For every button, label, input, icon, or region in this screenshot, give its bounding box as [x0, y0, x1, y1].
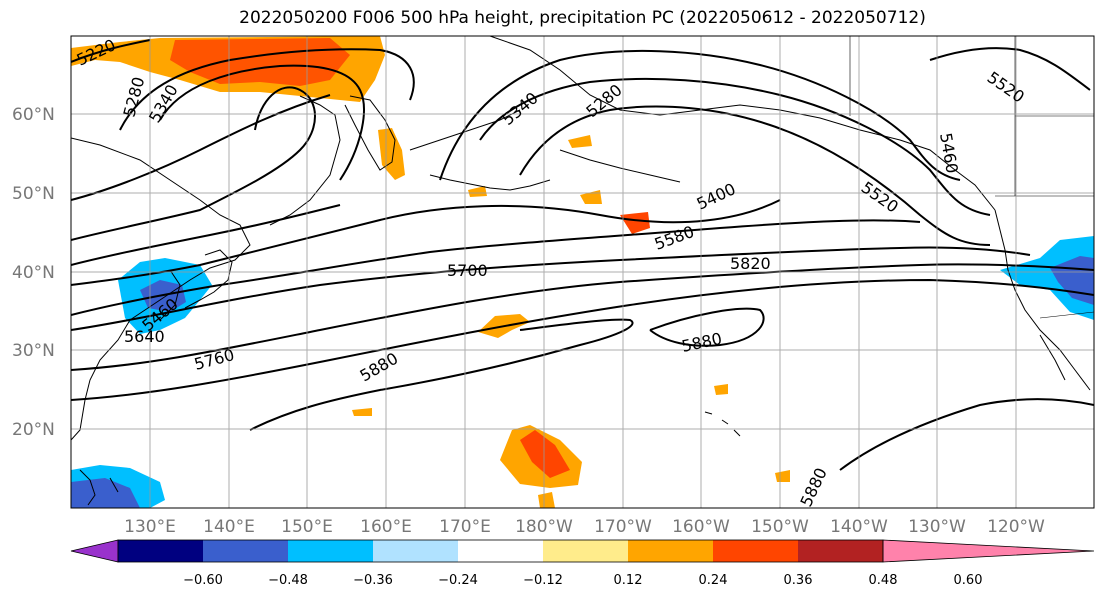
contour-5820 [71, 278, 1094, 401]
coastline-okhotsk [269, 95, 341, 226]
contour-5280 [119, 48, 415, 131]
coastline-philippines [79, 469, 119, 506]
colorbar-tick-label: −0.60 [183, 573, 223, 588]
lon-label: 160°E [360, 517, 412, 537]
contour-ridge-alaska-2 [519, 105, 991, 246]
lon-label: 150°W [751, 517, 809, 537]
borders [849, 36, 1094, 319]
contour-5340 [159, 64, 365, 181]
contour-5880-c [839, 398, 1094, 471]
border-canada-internal [1014, 36, 1094, 196]
coastline-bering [409, 109, 521, 151]
colorbar-bin [373, 540, 458, 562]
contour-ridge-alaska [479, 77, 991, 216]
coastline-alaska-pen [559, 149, 681, 183]
contour-5400 [71, 94, 331, 201]
colorbar-tick-label: −0.36 [353, 573, 393, 588]
coastline-asia-east [71, 137, 251, 441]
colorbar-bin [628, 540, 713, 562]
colorbar-tick-label: 0.36 [784, 573, 813, 588]
precip-area-hawaii-3 [352, 408, 372, 416]
precip-area-tropical-core [520, 430, 570, 478]
precip-area-south-1 [538, 492, 555, 508]
contour-ridge-alaska-3 [439, 49, 961, 181]
lon-label: 170°E [439, 517, 491, 537]
colorbar-bin [288, 540, 373, 562]
colorbar-bin [713, 540, 798, 562]
contour-5880-b [649, 307, 765, 347]
gridlines [71, 36, 1094, 508]
lat-label-30n: 30°N [12, 341, 55, 361]
lat-label-50n: 50°N [12, 184, 55, 204]
contour-label: 5700 [447, 261, 488, 280]
colorbar-bin [118, 540, 203, 562]
contour-label: 5640 [124, 327, 165, 346]
contour-5220 [71, 39, 151, 63]
lat-label-60n: 60°N [12, 105, 55, 125]
lon-label: 130°W [908, 517, 966, 537]
coastlines [71, 36, 1091, 506]
contour-label: 5820 [730, 254, 771, 273]
contour-5640 [71, 219, 921, 316]
coastline-na-west [994, 209, 1091, 391]
colorbar-tick-label: 0.60 [954, 573, 983, 588]
map-title: 2022050200 F006 500 hPa height, precipit… [239, 8, 926, 28]
map-border [70, 35, 1095, 509]
contour-5520 [71, 204, 341, 266]
coastline-alaska [489, 36, 996, 211]
lon-label: 180°W [515, 517, 573, 537]
coastline-japan [184, 249, 233, 309]
coastline-hawaii [704, 411, 741, 437]
colorbar-bin [203, 540, 288, 562]
contour-east-5520 [929, 47, 1091, 91]
colorbar-bin [458, 540, 543, 562]
precip-area-philippines-core [71, 478, 140, 508]
colorbar-tick-label: −0.24 [438, 573, 478, 588]
colorbar-extend-high [882, 539, 1095, 563]
coastline-baja [1039, 334, 1066, 381]
colorbar-outline [117, 539, 884, 563]
longitude-labels: 130°E 140°E 150°E 160°E 170°E 180°W 170°… [124, 517, 1045, 537]
colorbar-bin [543, 540, 628, 562]
border-us-mexico [1039, 311, 1094, 319]
colorbar-tick-label: −0.48 [268, 573, 308, 588]
colorbar-tick-label: 0.48 [869, 573, 898, 588]
colorbar-bin [798, 540, 883, 562]
contour-5880-a [249, 318, 634, 431]
colorbar-tick-label: −0.12 [523, 573, 563, 588]
height-contours [71, 39, 1094, 471]
lon-label: 170°W [594, 517, 652, 537]
latitude-labels: 60°N 50°N 40°N 30°N 20°N [12, 105, 55, 440]
colorbar: −0.60 −0.48 −0.36 −0.24 −0.12 0.12 0.24 … [70, 539, 1095, 588]
lon-label: 150°E [281, 517, 333, 537]
lon-label: 120°W [987, 517, 1045, 537]
precip-area-hawaii [714, 384, 728, 395]
lon-label: 160°W [672, 517, 730, 537]
colorbar-extend-low [70, 539, 119, 563]
lat-label-20n: 20°N [12, 420, 55, 440]
precip-area-central-1 [468, 186, 487, 197]
lon-label: 140°E [203, 517, 255, 537]
lat-label-40n: 40°N [12, 263, 55, 283]
lon-label: 130°E [124, 517, 176, 537]
precip-area-us-west [1000, 236, 1094, 320]
precip-area-aleutian [620, 212, 650, 234]
coastline-aleutian-chain [429, 174, 551, 191]
colorbar-tick-label: 0.24 [699, 573, 728, 588]
precip-area-hawaii-2 [775, 470, 790, 482]
coastline-kamchatka [344, 95, 396, 171]
precip-area-gulf-1 [568, 135, 592, 148]
colorbar-tick-label: 0.12 [614, 573, 643, 588]
lon-label: 140°W [830, 517, 888, 537]
contour-5760 [71, 263, 1094, 371]
